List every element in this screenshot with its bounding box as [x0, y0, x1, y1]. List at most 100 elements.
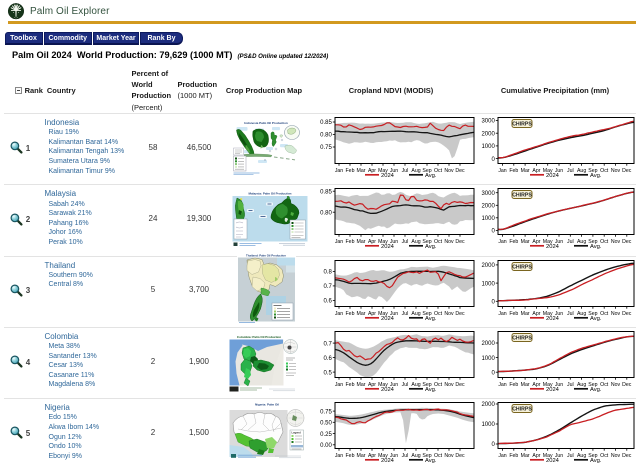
svg-text:0.50: 0.50 [320, 421, 332, 427]
svg-text:Avg.: Avg. [425, 458, 437, 464]
svg-text:Jan: Jan [335, 382, 343, 388]
svg-text:Jun: Jun [555, 239, 563, 245]
svg-text:0.25: 0.25 [320, 432, 332, 438]
svg-text:Nov: Nov [611, 310, 621, 316]
svg-text:Jun: Jun [390, 382, 398, 388]
svg-text:2024: 2024 [546, 387, 560, 393]
svg-text:2024: 2024 [546, 244, 560, 250]
svg-text:Avg.: Avg. [425, 387, 437, 393]
svg-text:Jul: Jul [402, 382, 409, 388]
svg-text:Dec: Dec [622, 382, 632, 388]
svg-text:0.75: 0.75 [320, 145, 332, 151]
svg-text:Sep: Sep [422, 382, 431, 388]
svg-text:Dec: Dec [455, 382, 465, 388]
svg-text:Aug: Aug [577, 168, 586, 174]
svg-text:Jan: Jan [498, 382, 506, 388]
svg-text:2024: 2024 [381, 458, 395, 464]
svg-text:Feb: Feb [346, 382, 355, 388]
svg-text:Feb: Feb [509, 310, 518, 316]
svg-text:Avg.: Avg. [590, 387, 602, 393]
svg-text:Avg.: Avg. [590, 316, 602, 322]
svg-text:Jul: Jul [567, 168, 574, 174]
svg-text:Mar: Mar [521, 382, 530, 388]
svg-text:Apr: Apr [532, 310, 540, 316]
svg-text:Oct: Oct [600, 310, 609, 316]
svg-text:Mar: Mar [357, 310, 366, 316]
svg-text:0: 0 [491, 229, 495, 235]
svg-text:2024: 2024 [381, 244, 395, 250]
svg-text:Dec: Dec [622, 168, 632, 174]
svg-text:Aug: Aug [411, 382, 420, 388]
svg-text:Jun: Jun [555, 168, 563, 174]
svg-text:Aug: Aug [577, 453, 586, 459]
svg-text:3000: 3000 [481, 119, 495, 125]
svg-text:1000: 1000 [481, 216, 495, 222]
svg-text:Nov: Nov [611, 168, 621, 174]
svg-text:Oct: Oct [434, 453, 443, 459]
svg-text:Sep: Sep [422, 239, 431, 245]
svg-text:May: May [378, 382, 388, 388]
svg-text:May: May [543, 382, 553, 388]
svg-text:CHIRPS: CHIRPS [512, 407, 532, 413]
svg-text:0: 0 [491, 370, 495, 376]
svg-text:Mar: Mar [357, 453, 366, 459]
svg-text:Jul: Jul [567, 382, 574, 388]
svg-text:May: May [543, 453, 553, 459]
svg-text:Dec: Dec [622, 453, 632, 459]
svg-text:0.8: 0.8 [323, 269, 332, 275]
svg-text:Oct: Oct [434, 310, 443, 316]
svg-text:Dec: Dec [455, 310, 465, 316]
svg-text:Sep: Sep [422, 310, 431, 316]
svg-text:Jun: Jun [390, 310, 398, 316]
svg-text:2000: 2000 [481, 341, 495, 347]
svg-text:0.5: 0.5 [323, 370, 332, 376]
svg-text:Nov: Nov [444, 239, 454, 245]
svg-text:Mar: Mar [521, 239, 530, 245]
svg-text:Sep: Sep [588, 168, 597, 174]
svg-text:CHIRPS: CHIRPS [512, 264, 532, 270]
svg-text:2000: 2000 [481, 204, 495, 210]
svg-text:Feb: Feb [346, 239, 355, 245]
svg-text:Sep: Sep [588, 239, 597, 245]
svg-text:Mar: Mar [357, 382, 366, 388]
svg-text:May: May [378, 310, 388, 316]
svg-text:Jul: Jul [402, 168, 409, 174]
svg-text:Sep: Sep [588, 453, 597, 459]
svg-text:Feb: Feb [509, 168, 518, 174]
svg-text:Jun: Jun [390, 239, 398, 245]
svg-text:Avg.: Avg. [425, 316, 437, 322]
svg-text:Jan: Jan [335, 239, 343, 245]
svg-text:Dec: Dec [455, 168, 465, 174]
svg-text:Sep: Sep [422, 168, 431, 174]
svg-text:Sep: Sep [588, 310, 597, 316]
svg-text:Feb: Feb [346, 168, 355, 174]
svg-text:3000: 3000 [481, 191, 495, 197]
svg-text:0.85: 0.85 [320, 120, 332, 126]
svg-text:Jun: Jun [390, 168, 398, 174]
svg-text:2024: 2024 [381, 387, 395, 393]
svg-text:May: May [378, 453, 388, 459]
svg-text:Mar: Mar [521, 168, 530, 174]
svg-text:Nigeria: Palm Oil: Nigeria: Palm Oil [255, 403, 279, 407]
svg-text:Colombia: Palm Oil Production: Colombia: Palm Oil Production [237, 335, 281, 339]
svg-text:Dec: Dec [622, 310, 632, 316]
svg-text:Sep: Sep [588, 382, 597, 388]
svg-text:Jul: Jul [402, 310, 409, 316]
svg-text:2024: 2024 [546, 458, 560, 464]
svg-text:Jan: Jan [498, 453, 506, 459]
svg-text:Sep: Sep [422, 453, 431, 459]
svg-text:Mar: Mar [521, 453, 530, 459]
svg-text:Jul: Jul [567, 310, 574, 316]
svg-text:CHIRPS: CHIRPS [512, 336, 532, 342]
svg-text:Oct: Oct [434, 382, 443, 388]
svg-text:May: May [543, 168, 553, 174]
svg-text:Indonesia Palm Oil Production: Indonesia Palm Oil Production [244, 121, 288, 125]
svg-text:CHIRPS: CHIRPS [512, 193, 532, 199]
svg-text:Aug: Aug [577, 310, 586, 316]
svg-text:Apr: Apr [368, 239, 376, 245]
svg-text:0: 0 [491, 157, 495, 163]
svg-text:Feb: Feb [509, 453, 518, 459]
svg-text:0.7: 0.7 [323, 341, 332, 347]
svg-text:May: May [378, 168, 388, 174]
svg-text:2000: 2000 [481, 263, 495, 269]
